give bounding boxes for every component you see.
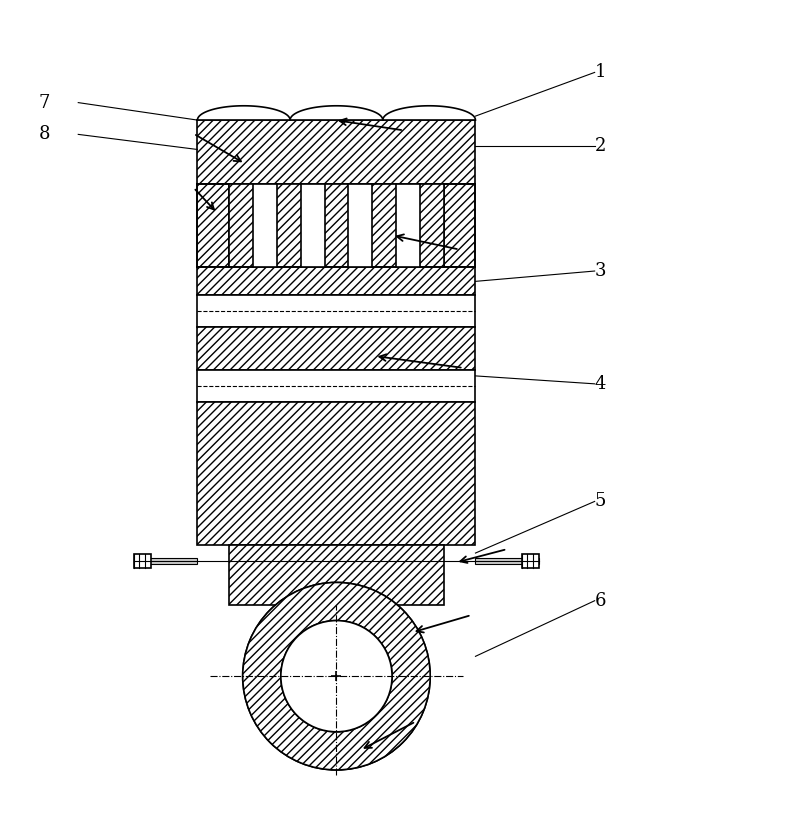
Bar [198, 402, 475, 545]
Bar [444, 184, 475, 267]
Bar [348, 184, 372, 267]
Bar [229, 545, 444, 604]
Bar [277, 184, 301, 267]
Bar [198, 267, 475, 295]
Bar [198, 120, 475, 184]
Text: 5: 5 [594, 492, 606, 511]
Bar [253, 184, 277, 267]
Bar [301, 184, 325, 267]
Text: 4: 4 [594, 375, 606, 393]
Bar [229, 184, 253, 267]
Bar [134, 554, 151, 568]
Bar [475, 558, 539, 564]
Bar [198, 184, 229, 267]
Circle shape [242, 583, 430, 770]
Bar [198, 295, 475, 327]
Bar [198, 370, 475, 402]
Bar [325, 184, 348, 267]
Text: 8: 8 [38, 125, 50, 144]
Text: 2: 2 [594, 136, 606, 155]
Circle shape [281, 620, 392, 732]
Bar [372, 184, 396, 267]
Text: 7: 7 [38, 94, 50, 111]
Bar [134, 558, 198, 564]
Text: 1: 1 [594, 64, 606, 81]
Bar [420, 184, 444, 267]
Bar [198, 327, 475, 370]
Bar [396, 184, 420, 267]
Text: 3: 3 [594, 262, 606, 280]
Text: 6: 6 [594, 592, 606, 609]
Bar [522, 554, 539, 568]
